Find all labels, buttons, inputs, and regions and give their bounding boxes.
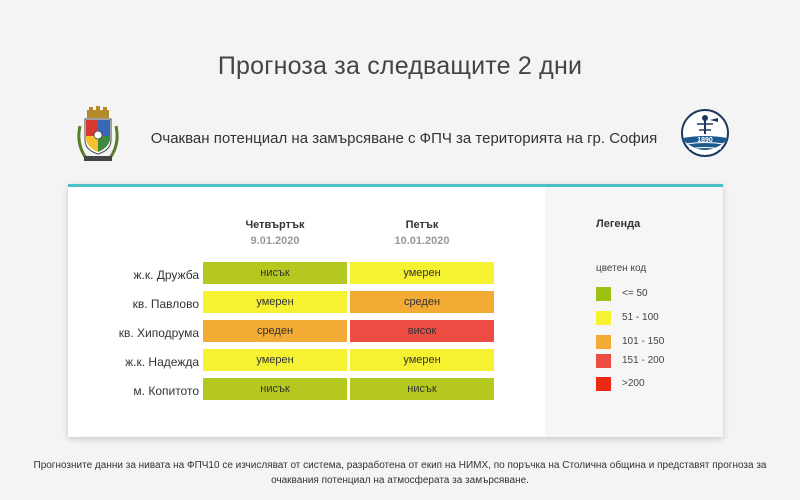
- location-label: ж.к. Надежда: [125, 355, 199, 369]
- day-header-1: Четвъртък 9.01.2020: [203, 219, 347, 247]
- legend-swatch: [596, 287, 611, 301]
- legend-label: 151 - 200: [622, 355, 665, 366]
- location-label: кв. Хиподрума: [118, 326, 199, 340]
- day-name: Петък: [405, 219, 439, 231]
- nimh-logo-icon: 1890: [681, 109, 729, 157]
- forecast-cell: среден: [350, 291, 494, 313]
- legend-label: 101 - 150: [622, 336, 665, 347]
- legend-label: <= 50: [622, 288, 648, 299]
- legend-swatch: [596, 377, 611, 391]
- forecast-card: Четвъртък 9.01.2020 Петък 10.01.2020 ж.к…: [68, 184, 723, 437]
- legend-swatch: [596, 335, 611, 349]
- legend-title: Легенда: [596, 218, 641, 230]
- page-title: Прогноза за следващите 2 дни: [217, 52, 583, 80]
- forecast-cell: среден: [203, 320, 347, 342]
- forecast-cell: нисък: [203, 262, 347, 284]
- forecast-cell: умерен: [350, 262, 494, 284]
- forecast-cell: висок: [350, 320, 494, 342]
- legend-swatch: [596, 354, 611, 368]
- nimh-logo-year: 1890: [697, 137, 713, 144]
- day-name: Четвъртък: [245, 219, 305, 231]
- legend-subtitle: цветен код: [596, 263, 647, 274]
- day-header-2: Петък 10.01.2020: [350, 219, 494, 247]
- location-label: ж.к. Дружба: [133, 268, 199, 282]
- forecast-cell: нисък: [203, 378, 347, 400]
- forecast-cell: нисък: [350, 378, 494, 400]
- forecast-cell: умерен: [203, 291, 347, 313]
- day-date: 10.01.2020: [394, 235, 450, 247]
- legend-swatch: [596, 311, 611, 325]
- legend-label: 51 - 100: [622, 312, 659, 323]
- forecast-cell: умерен: [350, 349, 494, 371]
- location-label: кв. Павлово: [132, 297, 199, 311]
- subtitle-row: Очакван потенциал на замърсяване с ФПЧ з…: [70, 106, 730, 170]
- footer-note: Прогнозните данни за нивата на ФПЧ10 се …: [33, 460, 767, 486]
- sofia-coat-of-arms-icon: [77, 106, 119, 161]
- forecast-cell: умерен: [203, 349, 347, 371]
- location-label: м. Копитото: [133, 384, 199, 398]
- page-subtitle: Очакван потенциал на замърсяване с ФПЧ з…: [150, 130, 658, 147]
- day-date: 9.01.2020: [250, 235, 300, 247]
- legend-panel: Легенда цветен код <= 50 51 - 100 101 - …: [545, 187, 723, 437]
- legend-label: >200: [622, 378, 645, 389]
